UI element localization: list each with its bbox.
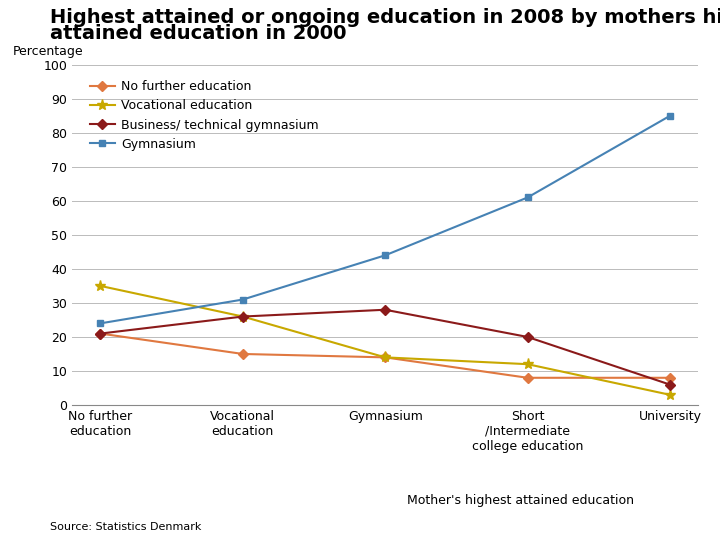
Business/ technical gymnasium <box>381 307 390 313</box>
Vocational education <box>96 283 105 289</box>
Vocational education <box>665 392 674 398</box>
Text: attained education in 2000: attained education in 2000 <box>50 24 347 43</box>
Business/ technical gymnasium <box>238 313 247 320</box>
Gymnasium <box>381 252 390 259</box>
Text: Mother's highest attained education: Mother's highest attained education <box>407 494 634 507</box>
No further education <box>96 330 105 337</box>
Text: Percentage: Percentage <box>12 45 83 58</box>
No further education <box>523 375 532 381</box>
Vocational education <box>523 361 532 367</box>
Text: Source: Statistics Denmark: Source: Statistics Denmark <box>50 522 202 532</box>
Vocational education <box>381 354 390 361</box>
Line: Gymnasium: Gymnasium <box>97 112 673 327</box>
No further education <box>381 354 390 361</box>
Line: No further education: No further education <box>97 330 673 381</box>
Legend: No further education, Vocational education, Business/ technical gymnasium, Gymna: No further education, Vocational educati… <box>84 75 323 156</box>
Line: Business/ technical gymnasium: Business/ technical gymnasium <box>97 306 673 388</box>
Line: Vocational education: Vocational education <box>95 280 675 400</box>
Business/ technical gymnasium <box>665 381 674 388</box>
Business/ technical gymnasium <box>96 330 105 337</box>
Gymnasium <box>238 296 247 303</box>
No further education <box>665 375 674 381</box>
Gymnasium <box>523 194 532 201</box>
Vocational education <box>238 313 247 320</box>
Gymnasium <box>96 320 105 327</box>
No further education <box>238 351 247 357</box>
Business/ technical gymnasium <box>523 334 532 340</box>
Text: Highest attained or ongoing education in 2008 by mothers highest: Highest attained or ongoing education in… <box>50 8 720 27</box>
Gymnasium <box>665 112 674 119</box>
